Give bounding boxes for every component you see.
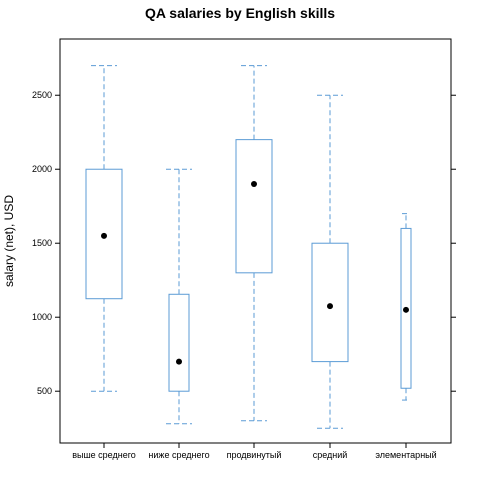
x-tick-label: ниже среднего (148, 450, 209, 460)
x-axis-ticks: выше среднего ниже среднего продвинутый сре… (72, 443, 437, 460)
box-iqr (311, 242, 349, 363)
box-3 (235, 65, 273, 422)
box-series (85, 65, 412, 429)
y-tick-label: 2000 (32, 164, 52, 174)
y-tick-label: 1500 (32, 238, 52, 248)
x-tick-label: средний (313, 450, 348, 460)
median-point (176, 358, 182, 365)
median-point (327, 303, 333, 310)
chart-title: QA salaries by English skills (145, 5, 335, 21)
box-1 (85, 65, 123, 392)
median-point (403, 306, 409, 313)
box-5 (400, 213, 412, 401)
y-tick-label: 500 (37, 386, 52, 396)
y-axis-label: salary (net), USD (2, 195, 16, 287)
box-iqr (168, 293, 190, 392)
box-iqr (235, 139, 273, 274)
y-tick-label: 1000 (32, 312, 52, 322)
box-2 (166, 168, 192, 425)
x-tick-label: продвинутый (227, 450, 282, 460)
box-4 (311, 94, 349, 429)
y-tick-label: 2500 (32, 90, 52, 100)
x-tick-label: выше среднего (72, 450, 136, 460)
median-point (101, 232, 107, 239)
x-tick-label: элементарный (375, 450, 436, 460)
median-point (251, 181, 257, 188)
y-axis-ticks: 500 1000 1500 2000 2500 (32, 90, 456, 396)
plot-frame (59, 38, 452, 444)
